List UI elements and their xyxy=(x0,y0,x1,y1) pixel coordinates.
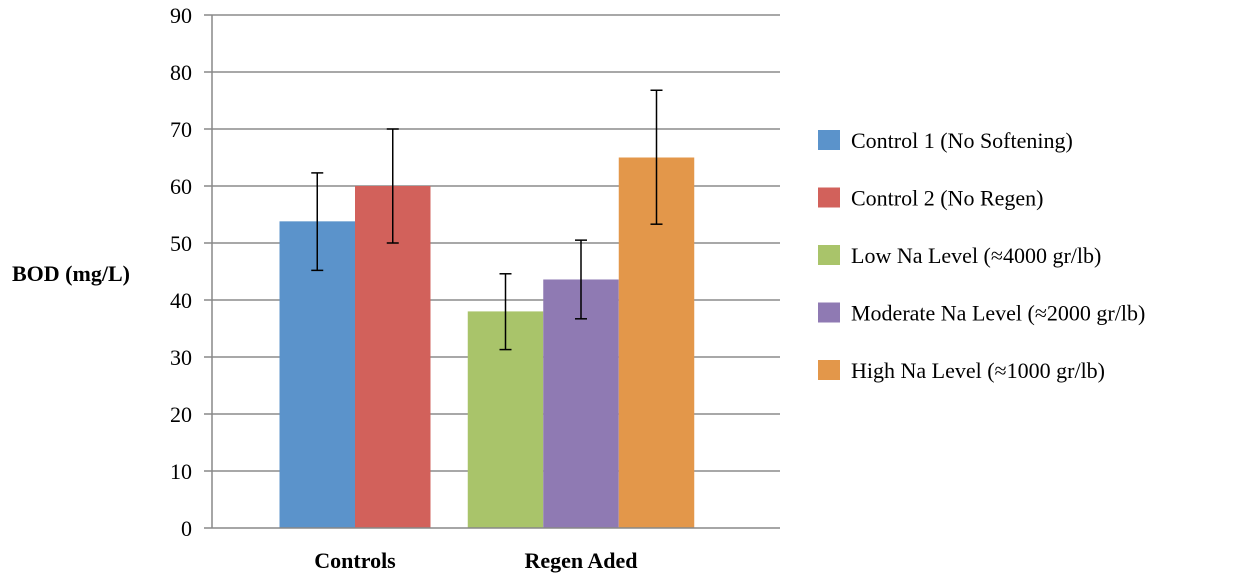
y-tick-label: 40 xyxy=(170,288,192,313)
legend-swatch xyxy=(818,187,840,208)
legend-swatch xyxy=(818,302,840,323)
axes xyxy=(211,15,780,529)
bars xyxy=(279,157,695,528)
legend-label: Control 1 (No Softening) xyxy=(851,128,1073,153)
legend-swatch xyxy=(818,245,840,265)
y-tick-label: 20 xyxy=(170,402,192,427)
y-tick-label: 50 xyxy=(170,231,192,256)
x-category-label: Controls xyxy=(314,548,396,573)
legend-label: Moderate Na Level (≈2000 gr/lb) xyxy=(851,301,1145,326)
error-bars xyxy=(311,89,663,351)
bar xyxy=(543,279,619,528)
y-tick-label: 30 xyxy=(170,345,192,370)
bar xyxy=(279,221,355,528)
legend-label: High Na Level (≈1000 gr/lb) xyxy=(851,358,1105,383)
legend-swatch xyxy=(818,360,840,380)
y-axis-label: BOD (mg/L) xyxy=(12,261,130,286)
y-tick-label: 60 xyxy=(170,174,192,199)
legend-label: Low Na Level (≈4000 gr/lb) xyxy=(851,243,1101,268)
legend-swatch xyxy=(818,130,840,150)
y-tick-label: 10 xyxy=(170,459,192,484)
y-tick-label: 80 xyxy=(170,60,192,85)
y-axis-ticks: 0 10 20 30 40 50 60 70 80 90 xyxy=(170,3,212,541)
legend: Control 1 (No Softening) Control 2 (No Re… xyxy=(818,128,1145,383)
legend-label: Control 2 (No Regen) xyxy=(851,186,1043,211)
y-tick-label: 0 xyxy=(181,516,192,541)
y-tick-label: 70 xyxy=(170,117,192,142)
y-tick-label: 90 xyxy=(170,3,192,28)
x-axis-categories: Controls Regen Aded xyxy=(314,548,637,573)
x-category-label: Regen Aded xyxy=(524,548,637,573)
